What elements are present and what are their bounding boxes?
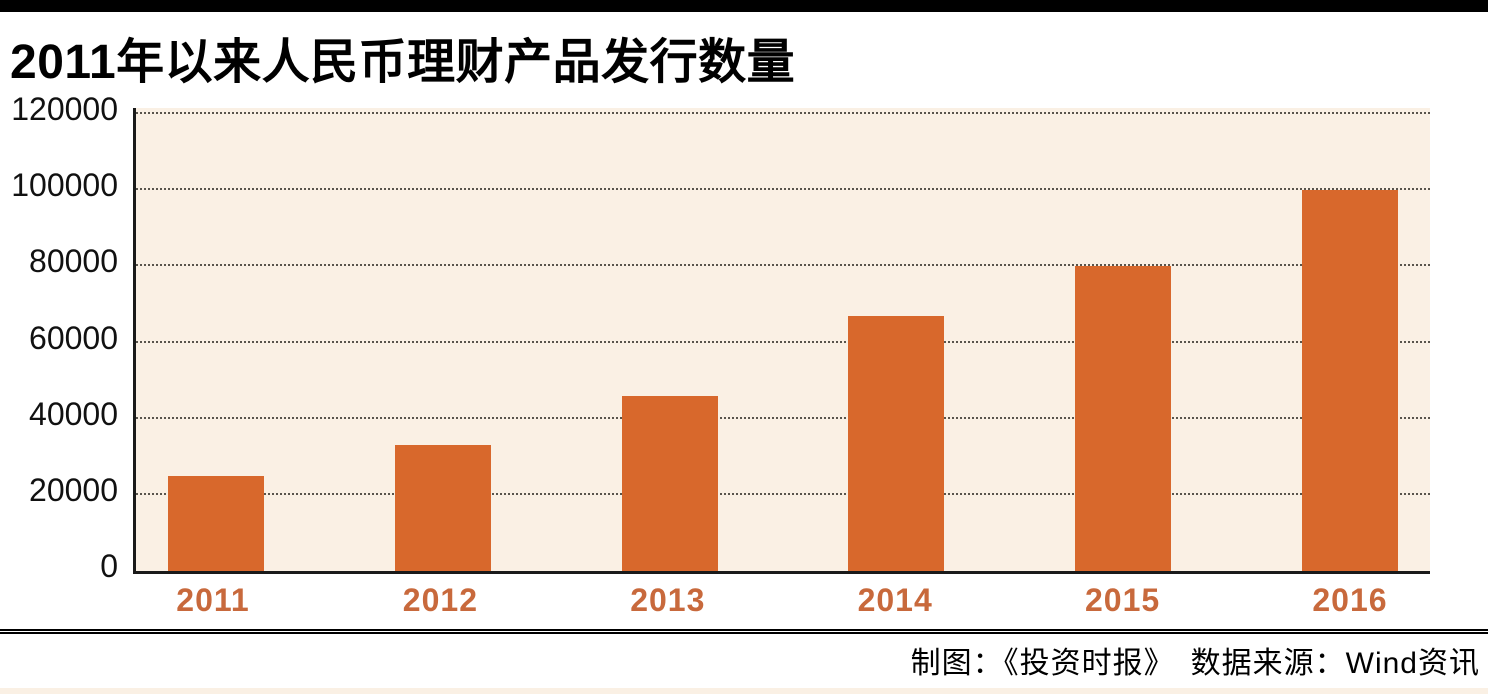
bar-2016 xyxy=(1301,190,1398,571)
x-tick-label-2016: 2016 xyxy=(1312,582,1388,618)
bar-series xyxy=(136,108,1430,571)
plot-area xyxy=(133,108,1430,574)
bar-2012 xyxy=(394,445,491,571)
source-caption: 制图：《投资时报》 数据来源：Wind资讯 xyxy=(910,647,1480,680)
gridline-40000 xyxy=(136,416,1430,419)
footer-divider-rule xyxy=(0,629,1488,634)
bottom-accent-strip xyxy=(0,688,1488,694)
x-tick-label-2014: 2014 xyxy=(857,582,933,618)
gridline-20000 xyxy=(136,492,1430,495)
x-tick-label-2013: 2013 xyxy=(630,582,706,618)
top-accent-bar xyxy=(0,0,1488,12)
gridline-60000 xyxy=(136,340,1430,343)
gridline-80000 xyxy=(136,264,1430,267)
bar-2014 xyxy=(848,315,945,571)
chart-title: 2011年以来人民币理财产品发行数量 xyxy=(10,36,796,89)
y-tick-label: 0 xyxy=(100,548,118,584)
y-tick-label: 120000 xyxy=(11,91,118,127)
gridline-120000 xyxy=(136,112,1430,114)
y-tick-label: 20000 xyxy=(29,471,118,508)
x-axis-labels: 2011 2012 2013 2014 2015 2016 xyxy=(133,582,1430,619)
y-tick-label: 80000 xyxy=(29,243,118,280)
y-tick-label: 60000 xyxy=(29,319,118,356)
gridline-100000 xyxy=(136,188,1430,191)
y-axis-labels: 0 20000 40000 60000 80000 100000 120000 xyxy=(0,92,118,588)
bar-2015 xyxy=(1075,266,1172,571)
x-tick-label-2012: 2012 xyxy=(402,582,478,618)
bar-2011 xyxy=(168,475,264,571)
y-tick-label: 40000 xyxy=(29,395,118,432)
y-tick-label: 100000 xyxy=(11,167,118,204)
x-tick-label-2015: 2015 xyxy=(1084,582,1161,618)
bar-2013 xyxy=(621,395,718,571)
x-tick-label-2011: 2011 xyxy=(176,582,250,618)
